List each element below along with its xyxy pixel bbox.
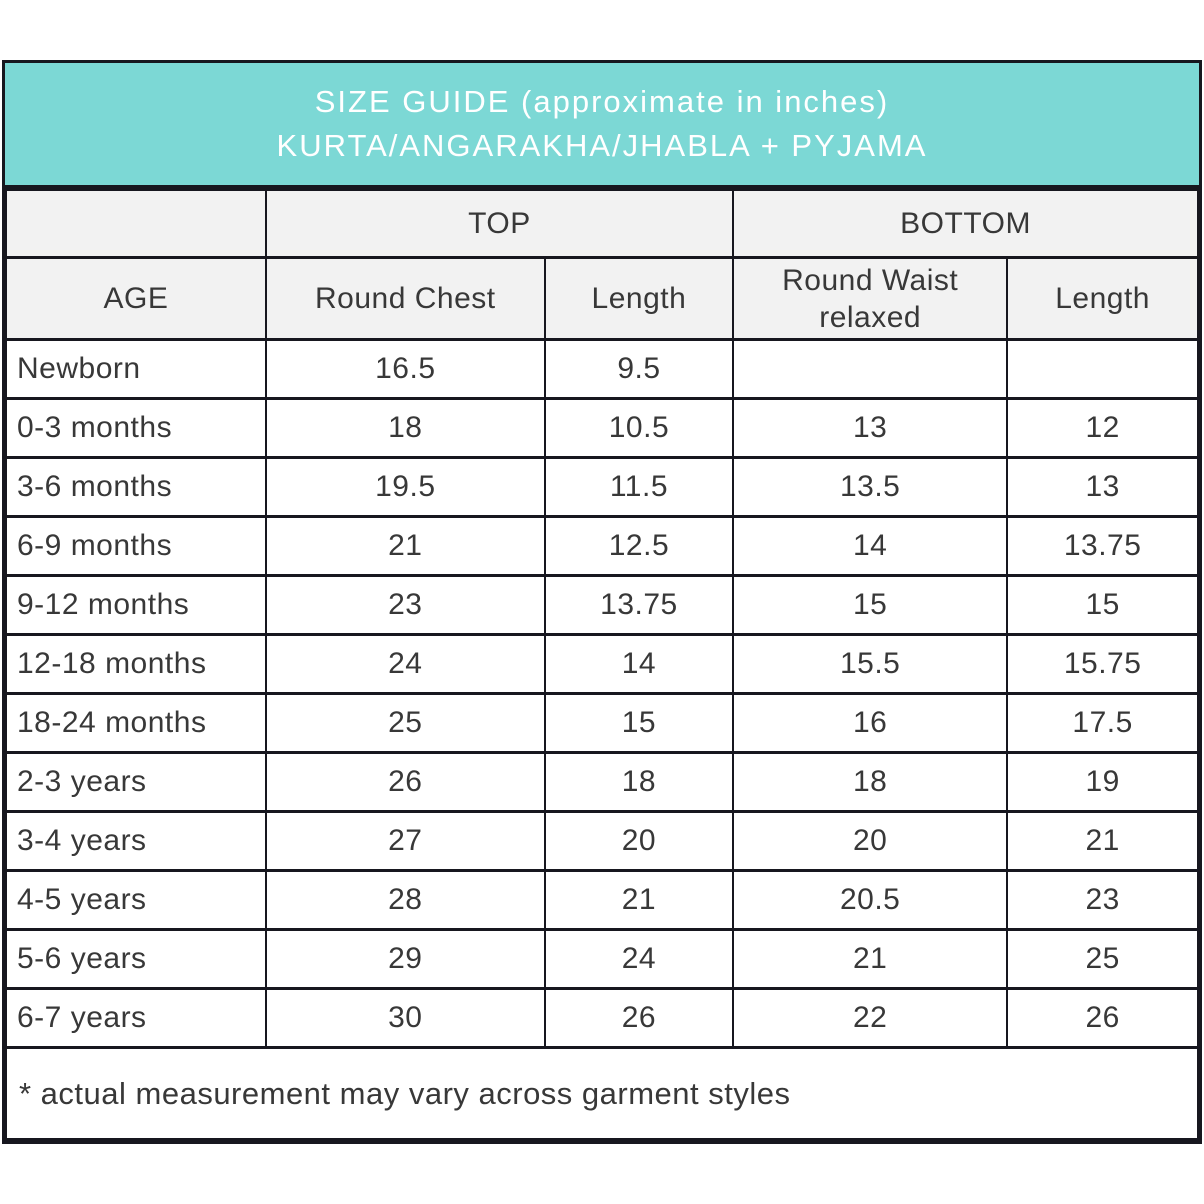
top-length-cell: 21 <box>543 869 735 931</box>
age-cell: 18-24 months <box>5 692 267 754</box>
round-waist-cell: 21 <box>732 928 1009 990</box>
table-row: 18-24 months 25 15 16 17.5 <box>5 692 1199 754</box>
group-header-row: TOP BOTTOM <box>5 188 1199 259</box>
group-header-bottom: BOTTOM <box>732 188 1199 259</box>
round-chest-cell: 28 <box>264 869 546 931</box>
column-header-bottom-length: Length <box>1006 256 1199 341</box>
table-row: 3-6 months 19.5 11.5 13.5 13 <box>5 456 1199 518</box>
round-waist-cell: 13.5 <box>732 456 1009 518</box>
footnote-row: * actual measurement may vary across gar… <box>5 1046 1199 1141</box>
age-cell: Newborn <box>5 338 267 400</box>
round-chest-cell: 30 <box>264 987 546 1049</box>
round-chest-cell: 29 <box>264 928 546 990</box>
age-cell: 0-3 months <box>5 397 267 459</box>
table-row: 2-3 years 26 18 18 19 <box>5 751 1199 813</box>
round-waist-cell: 15 <box>732 574 1009 636</box>
bottom-length-cell: 12 <box>1006 397 1199 459</box>
footnote: * actual measurement may vary across gar… <box>5 1046 1199 1141</box>
round-waist-cell: 18 <box>732 751 1009 813</box>
group-header-empty <box>5 188 267 259</box>
top-length-cell: 20 <box>543 810 735 872</box>
table-row: 9-12 months 23 13.75 15 15 <box>5 574 1199 636</box>
age-cell: 12-18 months <box>5 633 267 695</box>
size-guide-sheet: SIZE GUIDE (approximate in inches) KURTA… <box>2 60 1202 1144</box>
round-waist-cell: 20 <box>732 810 1009 872</box>
round-chest-cell: 19.5 <box>264 456 546 518</box>
table-row: 4-5 years 28 21 20.5 23 <box>5 869 1199 931</box>
round-waist-cell: 14 <box>732 515 1009 577</box>
top-length-cell: 12.5 <box>543 515 735 577</box>
column-header-round-chest: Round Chest <box>264 256 546 341</box>
bottom-length-cell <box>1006 338 1199 400</box>
round-chest-cell: 26 <box>264 751 546 813</box>
bottom-length-cell: 25 <box>1006 928 1199 990</box>
bottom-length-cell: 21 <box>1006 810 1199 872</box>
round-chest-cell: 24 <box>264 633 546 695</box>
round-waist-cell: 22 <box>732 987 1009 1049</box>
table-row: 5-6 years 29 24 21 25 <box>5 928 1199 990</box>
group-header-top: TOP <box>264 188 735 259</box>
age-cell: 6-7 years <box>5 987 267 1049</box>
column-header-row: AGE Round Chest Length Round Waist relax… <box>5 256 1199 341</box>
bottom-length-cell: 17.5 <box>1006 692 1199 754</box>
round-waist-cell: 20.5 <box>732 869 1009 931</box>
bottom-length-cell: 15 <box>1006 574 1199 636</box>
top-length-cell: 14 <box>543 633 735 695</box>
top-length-cell: 13.75 <box>543 574 735 636</box>
bottom-length-cell: 15.75 <box>1006 633 1199 695</box>
banner: SIZE GUIDE (approximate in inches) KURTA… <box>5 63 1199 188</box>
bottom-length-cell: 26 <box>1006 987 1199 1049</box>
bottom-length-cell: 23 <box>1006 869 1199 931</box>
table-row: 12-18 months 24 14 15.5 15.75 <box>5 633 1199 695</box>
column-header-round-waist: Round Waist relaxed <box>732 256 1009 341</box>
age-cell: 9-12 months <box>5 574 267 636</box>
top-length-cell: 26 <box>543 987 735 1049</box>
column-header-age: AGE <box>5 256 267 341</box>
table-row: 6-7 years 30 26 22 26 <box>5 987 1199 1049</box>
round-waist-cell: 13 <box>732 397 1009 459</box>
bottom-length-cell: 13.75 <box>1006 515 1199 577</box>
column-header-top-length: Length <box>543 256 735 341</box>
round-chest-cell: 27 <box>264 810 546 872</box>
bottom-length-cell: 19 <box>1006 751 1199 813</box>
age-cell: 3-6 months <box>5 456 267 518</box>
age-cell: 6-9 months <box>5 515 267 577</box>
round-chest-cell: 18 <box>264 397 546 459</box>
table-row: 0-3 months 18 10.5 13 12 <box>5 397 1199 459</box>
round-chest-cell: 23 <box>264 574 546 636</box>
table-row: 6-9 months 21 12.5 14 13.75 <box>5 515 1199 577</box>
top-length-cell: 24 <box>543 928 735 990</box>
age-cell: 5-6 years <box>5 928 267 990</box>
bottom-length-cell: 13 <box>1006 456 1199 518</box>
round-chest-cell: 25 <box>264 692 546 754</box>
top-length-cell: 9.5 <box>543 338 735 400</box>
table-row: Newborn 16.5 9.5 <box>5 338 1199 400</box>
top-length-cell: 11.5 <box>543 456 735 518</box>
age-cell: 3-4 years <box>5 810 267 872</box>
round-chest-cell: 16.5 <box>264 338 546 400</box>
table-row: 3-4 years 27 20 20 21 <box>5 810 1199 872</box>
top-length-cell: 15 <box>543 692 735 754</box>
round-waist-cell: 15.5 <box>732 633 1009 695</box>
banner-title-line1: SIZE GUIDE (approximate in inches) <box>314 84 890 119</box>
banner-title-line2: KURTA/ANGARAKHA/JHABLA + PYJAMA <box>276 128 928 163</box>
size-table: TOP BOTTOM AGE Round Chest Length Round … <box>5 188 1199 1141</box>
top-length-cell: 10.5 <box>543 397 735 459</box>
age-cell: 2-3 years <box>5 751 267 813</box>
age-cell: 4-5 years <box>5 869 267 931</box>
round-chest-cell: 21 <box>264 515 546 577</box>
top-length-cell: 18 <box>543 751 735 813</box>
round-waist-cell: 16 <box>732 692 1009 754</box>
round-waist-cell <box>732 338 1009 400</box>
